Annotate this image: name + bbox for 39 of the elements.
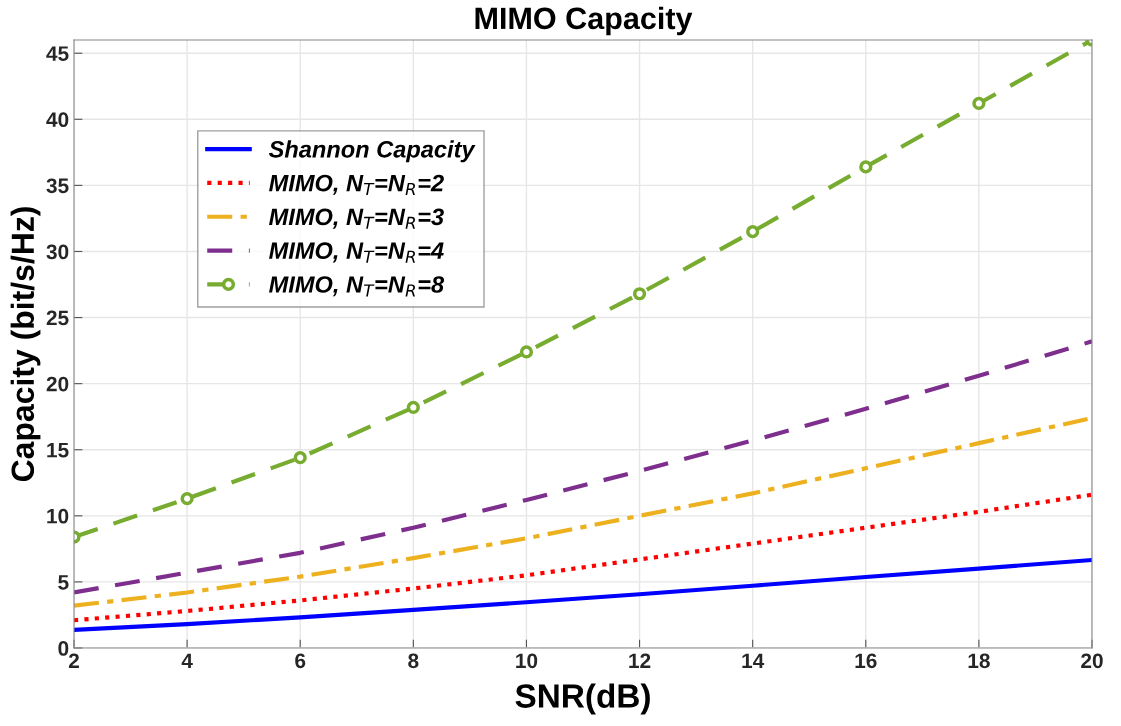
legend-label: MIMO, N$_{T}$=N$_{R}$=2	[269, 174, 444, 196]
point	[972, 96, 986, 111]
line-series	[74, 339, 1092, 595]
x-tick-label: 14	[742, 653, 765, 668]
y-tick-label: 35	[46, 178, 69, 194]
x-tick-label: 8	[408, 653, 419, 669]
point	[632, 287, 647, 301]
y-tick-label: 0	[58, 641, 69, 656]
x-tick-label: 16	[855, 653, 877, 669]
y-axis-title: Capacity (bit/s/Hz)	[10, 207, 41, 482]
x-tick-label: 20	[1081, 653, 1103, 669]
y-tick-label: 15	[47, 442, 69, 458]
x-tick-label: 12	[629, 653, 651, 668]
legend-label: Shannon Capacity	[268, 140, 476, 163]
y-tick-label: 20	[46, 376, 69, 392]
y-tick-label: 10	[47, 508, 69, 524]
legend-label: MIMO, N$_{T}$=N$_{R}$=4	[269, 242, 444, 263]
x-axis-title: SNR(dB)	[515, 683, 650, 715]
x-tick-label: 6	[295, 653, 306, 669]
point	[859, 160, 873, 174]
point	[180, 492, 194, 506]
x-tick-label: 4	[181, 653, 193, 668]
legend-label: MIMO, N$_{T}$=N$_{R}$=8	[269, 276, 445, 297]
y-tick-label: 40	[46, 112, 69, 128]
x-tick-label: 2	[68, 653, 79, 668]
legend-label: MIMO, N$_{T}$=N$_{R}$=3	[269, 208, 444, 229]
point	[293, 451, 307, 465]
chart-title: MIMO Capacity	[475, 6, 693, 36]
x-tick-label: 18	[968, 653, 990, 669]
line-series	[74, 492, 1092, 623]
point	[406, 400, 420, 415]
y-tick-label: 45	[46, 46, 69, 61]
point	[746, 225, 760, 239]
y-tick-label: 25	[46, 310, 69, 326]
y-tick-label: 5	[58, 575, 69, 590]
line-series	[74, 557, 1092, 632]
point	[519, 345, 534, 359]
y-tick-label: 30	[46, 244, 69, 260]
x-tick-label: 10	[516, 653, 538, 669]
